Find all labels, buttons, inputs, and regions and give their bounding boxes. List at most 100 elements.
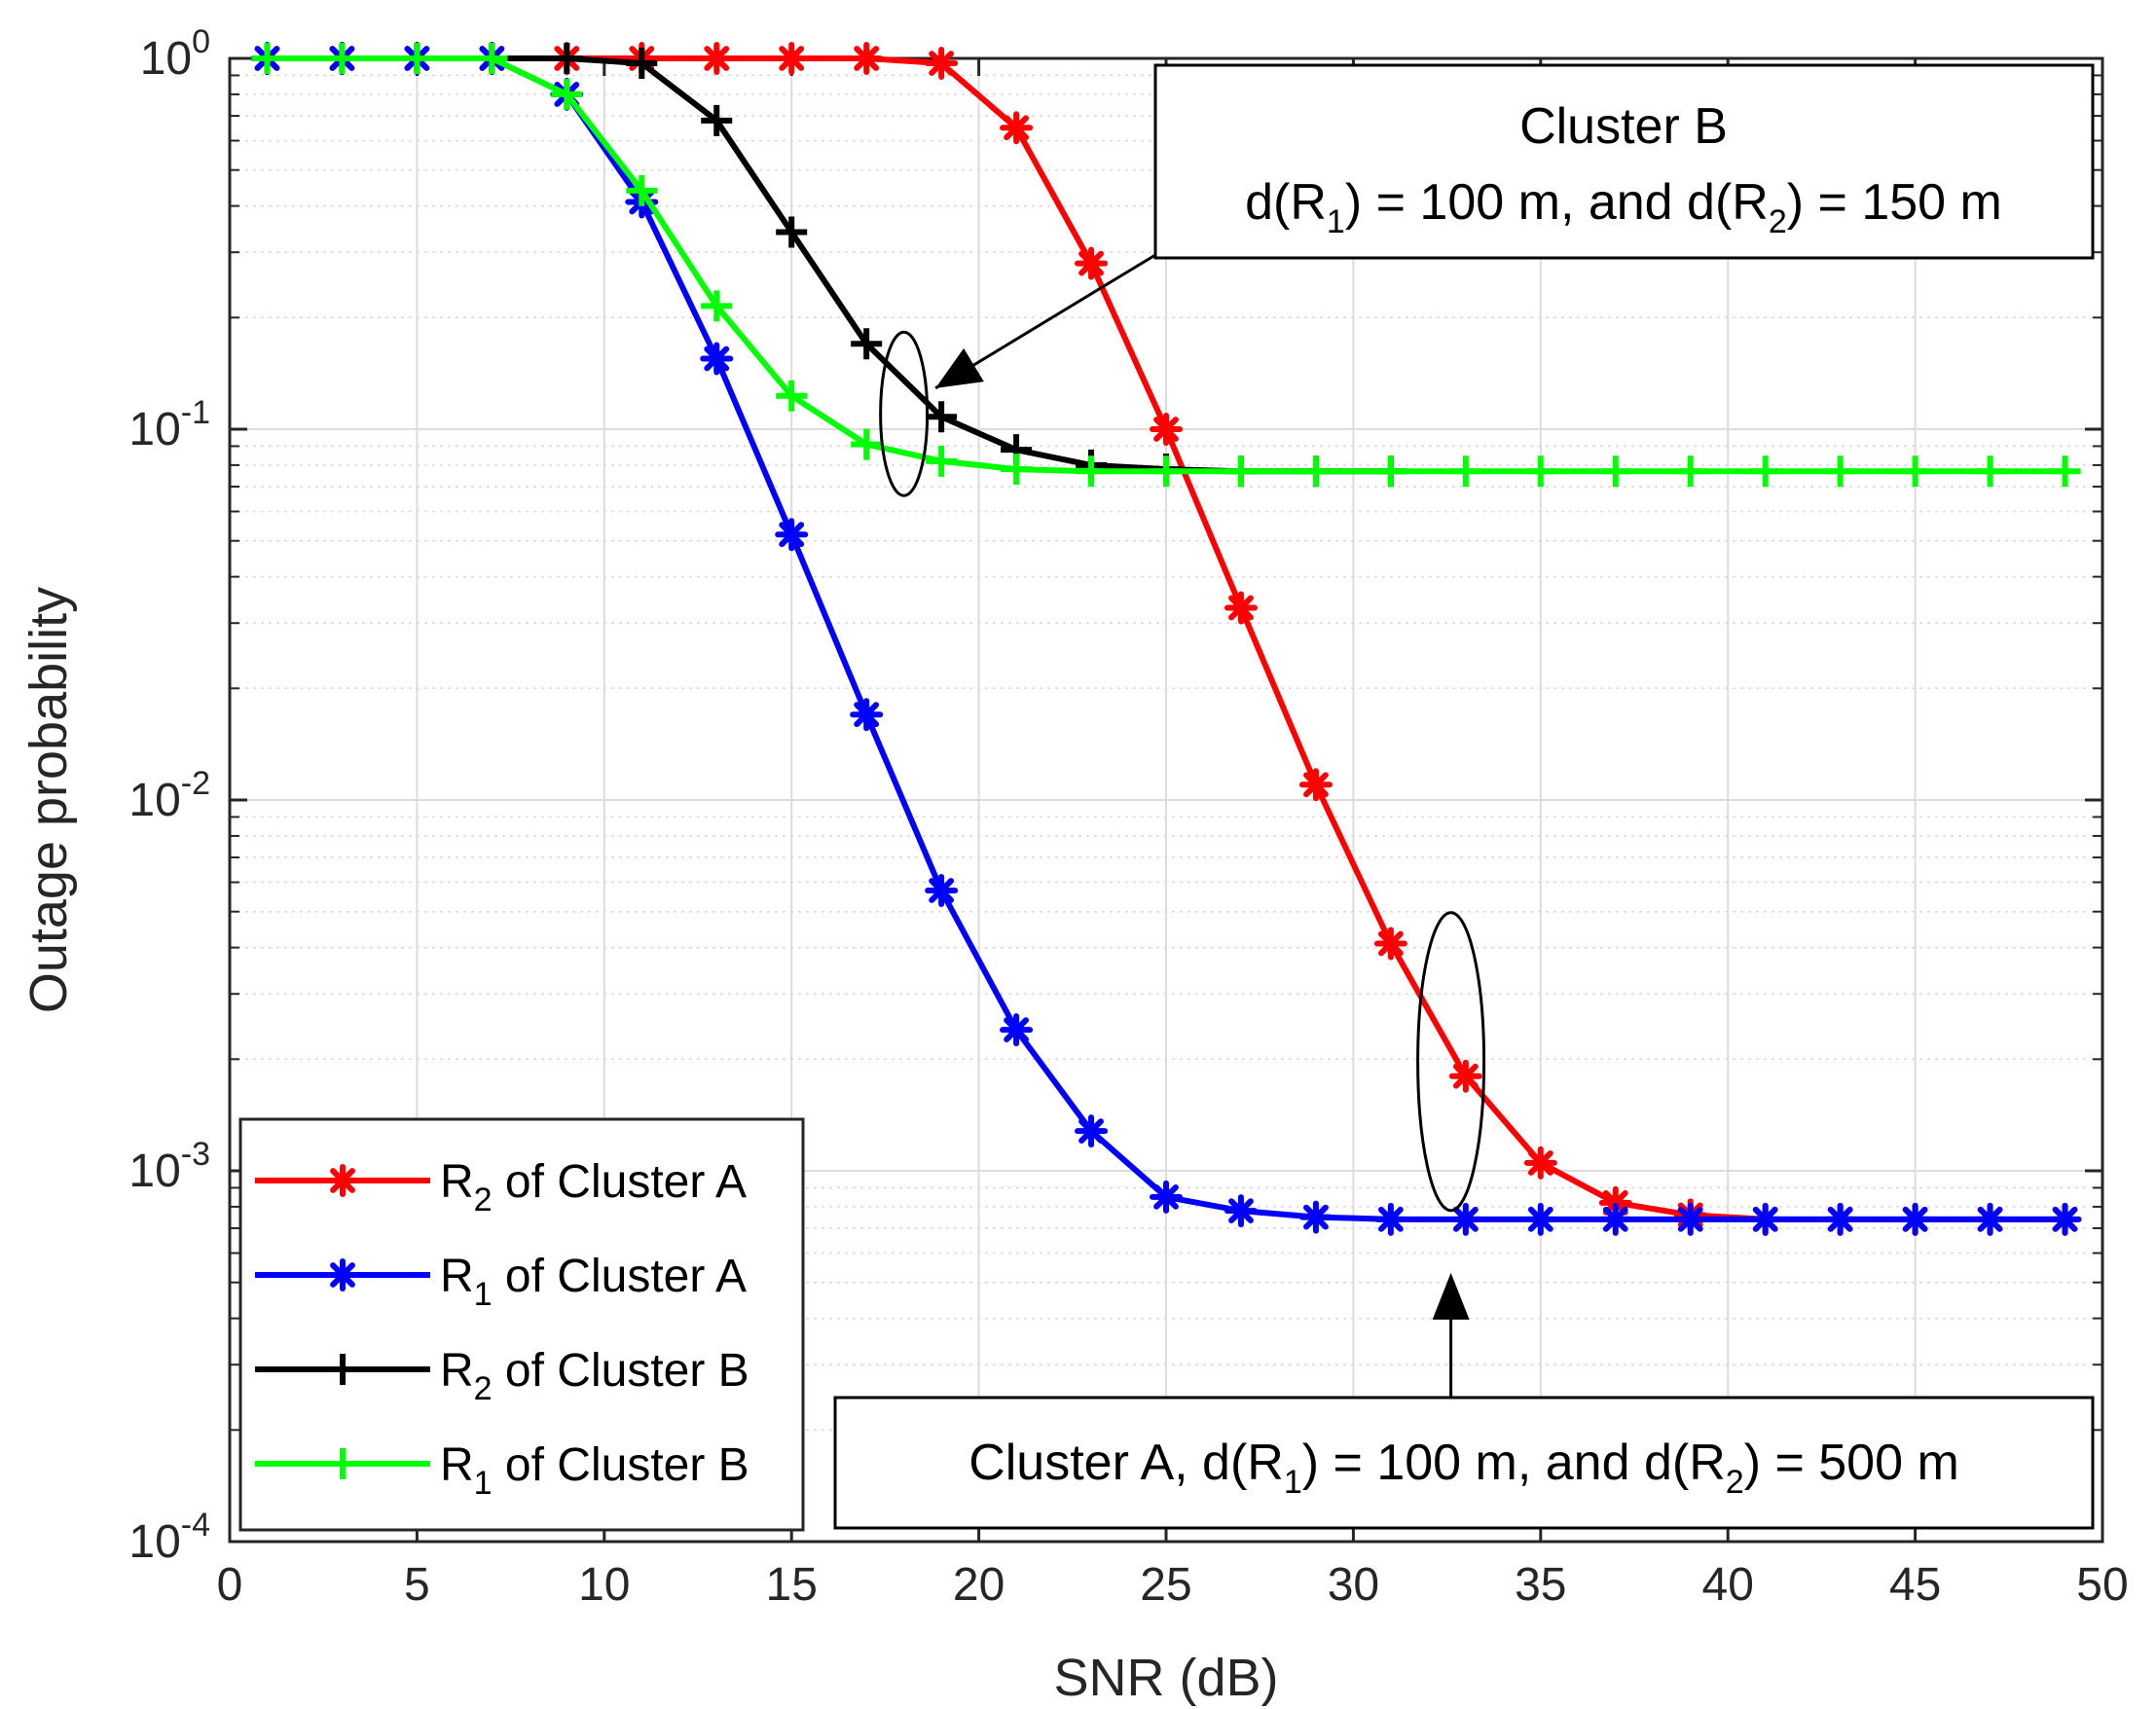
- data-point-r1a: [1598, 1202, 1632, 1236]
- marker-core: [1008, 120, 1025, 136]
- data-point-r2b: [776, 216, 808, 248]
- data-point-r1a: [1523, 1202, 1557, 1236]
- y-tick-label-exponent: -1: [181, 394, 210, 431]
- marker-core: [1682, 1211, 1699, 1227]
- data-point-r1b: [1151, 455, 1182, 488]
- y-tick-label: 100: [140, 23, 210, 85]
- legend-label-r1b: R1 of Cluster B: [440, 1439, 749, 1502]
- data-point-r1b: [326, 43, 358, 74]
- data-point-r2a: [700, 42, 734, 75]
- y-tick-label-exponent: 0: [192, 23, 210, 60]
- annotation-cluster-a-ellipse: [1416, 911, 1486, 1213]
- legend-label-main: R: [440, 1156, 474, 1208]
- annotation-cluster-b-part1: d(R: [1245, 174, 1327, 231]
- data-point-r1b: [1374, 455, 1407, 488]
- annotation-cluster-b-part2: ) = 100 m, and d(R: [1345, 174, 1769, 231]
- data-point-r1a: [1373, 1202, 1407, 1236]
- legend-label-r2a: R2 of Cluster A: [440, 1156, 747, 1218]
- marker-core: [1457, 1211, 1474, 1227]
- y-tick-label-base: 10: [128, 404, 180, 455]
- marker-core: [933, 883, 950, 899]
- annotation-cluster-b: Cluster B d(R1) = 100 m, and d(R2) = 150…: [879, 63, 2095, 497]
- marker-core: [1532, 1154, 1549, 1171]
- data-point-r2b: [626, 48, 658, 80]
- data-point-r1b: [476, 43, 508, 74]
- data-point-r1b: [1076, 455, 1108, 488]
- data-point-r2a: [1000, 111, 1034, 145]
- marker-core: [1083, 255, 1100, 272]
- data-point-r1b: [1674, 455, 1706, 488]
- data-point-r1a: [1298, 1200, 1333, 1234]
- series-layer: [250, 42, 2082, 1236]
- data-point-r1b: [251, 43, 283, 74]
- data-point-r1b: [1524, 455, 1556, 488]
- data-point-r1a: [2048, 1202, 2082, 1236]
- x-tick-label: 20: [953, 1559, 1005, 1611]
- y-axis-label: Outage probability: [19, 587, 78, 1013]
- marker-core: [709, 51, 725, 66]
- x-tick-label: 45: [1889, 1559, 1941, 1611]
- data-point-r1b: [851, 428, 883, 460]
- legend-item-r2a: R2 of Cluster A: [255, 1156, 747, 1218]
- data-point-r2b: [551, 43, 583, 74]
- legend-label-rest: of Cluster B: [493, 1345, 749, 1397]
- data-point-r1b: [776, 380, 808, 412]
- annotation-cluster-a-sub2: 2: [1726, 1464, 1744, 1501]
- legend-label-main: R: [440, 1345, 474, 1397]
- y-tick-label-base: 10: [128, 1145, 180, 1197]
- legend-item-r1b: R1 of Cluster B: [255, 1439, 749, 1502]
- x-tick-label: 0: [217, 1559, 243, 1611]
- marker-core: [335, 1267, 350, 1283]
- data-point-r2a: [850, 42, 884, 75]
- x-tick-label: 50: [2076, 1559, 2128, 1611]
- marker-core: [784, 527, 800, 543]
- legend-marker-r2a: [326, 1164, 359, 1197]
- data-point-r1b: [1224, 455, 1257, 488]
- data-point-r1b: [551, 78, 583, 110]
- legend-label-r1a: R1 of Cluster A: [440, 1251, 747, 1313]
- data-point-r2a: [1150, 413, 1183, 446]
- annotation-cluster-b-box: [1153, 63, 2095, 260]
- data-point-r2a: [1448, 1059, 1482, 1093]
- data-point-r1a: [1748, 1202, 1782, 1236]
- marker-core: [1982, 1211, 1998, 1227]
- data-point-r1a: [775, 518, 809, 552]
- legend-marker-r2b: [327, 1354, 358, 1385]
- x-tick-label: 10: [578, 1559, 630, 1611]
- y-tick-label-base: 10: [128, 1516, 180, 1568]
- legend-item-r1a: R1 of Cluster A: [255, 1251, 747, 1313]
- series-r1b: [251, 43, 2081, 488]
- data-point-r1b: [1001, 454, 1033, 486]
- data-point-r2a: [775, 42, 809, 75]
- marker-core: [1832, 1211, 1848, 1227]
- data-point-r1b: [1299, 455, 1332, 488]
- data-point-r1a: [1973, 1202, 2007, 1236]
- annotation-cluster-b-part3: ) = 150 m: [1787, 174, 2002, 231]
- data-point-r1b: [626, 174, 658, 206]
- data-point-r2b: [701, 104, 733, 136]
- data-point-r2a: [1523, 1145, 1557, 1180]
- annotation-cluster-a-box: [833, 1396, 2095, 1530]
- legend-items: R2 of Cluster AR1 of Cluster AR2 of Clus…: [255, 1156, 749, 1502]
- data-point-r2a: [1373, 927, 1407, 961]
- marker-core: [1232, 1203, 1249, 1219]
- x-tick-label: 5: [404, 1559, 430, 1611]
- data-point-r2a: [1075, 246, 1109, 280]
- data-point-r1a: [1823, 1202, 1857, 1236]
- data-point-r1a: [925, 874, 959, 908]
- data-point-r1b: [1974, 455, 2006, 488]
- marker-core: [1457, 1068, 1474, 1084]
- data-point-r1b: [1599, 455, 1631, 488]
- legend-label-rest: of Cluster A: [493, 1251, 747, 1302]
- data-point-r1a: [1150, 1180, 1183, 1214]
- legend-marker-r1b: [327, 1448, 358, 1479]
- marker-core: [1382, 1211, 1399, 1227]
- data-point-r1a: [1898, 1202, 1932, 1236]
- marker-core: [1083, 1123, 1100, 1140]
- y-tick-label: 10-2: [128, 765, 210, 826]
- annotation-cluster-b-title: Cluster B: [1519, 98, 1728, 155]
- marker-core: [784, 51, 800, 66]
- legend-marker-r1a: [326, 1258, 359, 1291]
